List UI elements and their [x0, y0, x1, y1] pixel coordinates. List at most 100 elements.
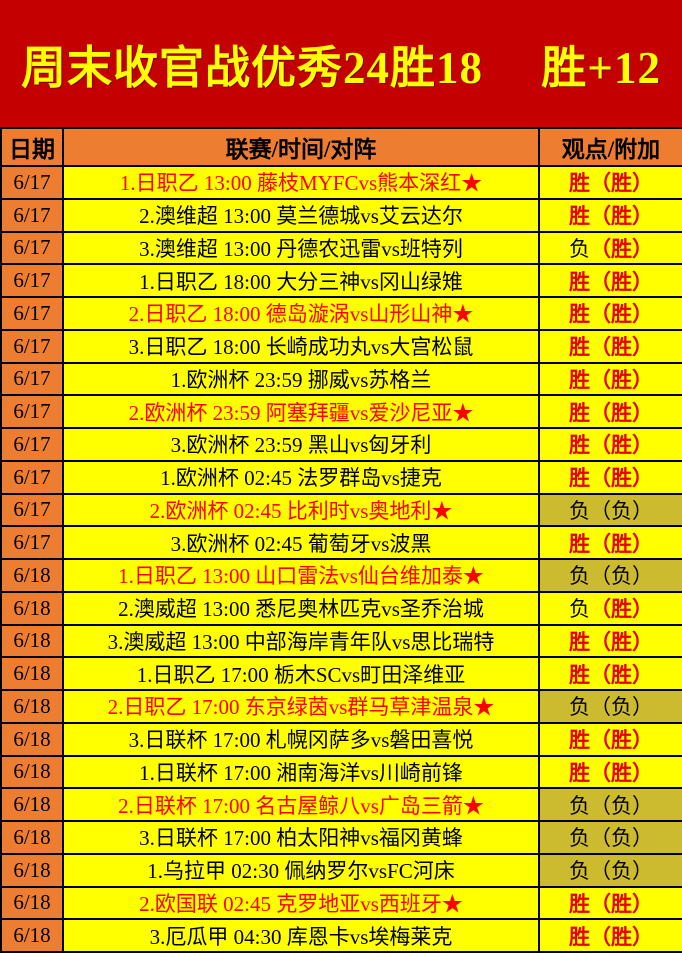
- date-cell: 6/17: [0, 459, 64, 495]
- date-cell: 6/18: [0, 558, 64, 593]
- result-main: 胜: [569, 335, 590, 360]
- result-cell: 胜（胜）: [538, 656, 682, 691]
- match-cell: 2.日职乙 18:00 德岛漩涡vs山形山神★: [62, 296, 540, 331]
- date-cell: 6/18: [0, 721, 64, 757]
- table-header-row: 日期 联赛/时间/对阵 观点/附加: [0, 127, 682, 167]
- match-cell: 1.乌拉甲 02:30 佩纳罗尔vsFC河床: [62, 852, 540, 888]
- result-extra: （胜）: [590, 597, 653, 622]
- result-main: 负: [569, 498, 590, 523]
- result-extra: （负）: [590, 564, 653, 589]
- date-cell: 6/17: [0, 525, 64, 560]
- result-extra: （胜）: [590, 662, 653, 687]
- table-row: 6/18 3.日联杯 17:00 柏太阳神vs福冈黄蜂 负（负）: [0, 820, 682, 855]
- match-cell: 2.欧国联 02:45 克罗地亚vs西班牙★: [62, 885, 540, 921]
- result-main: 负: [569, 564, 590, 589]
- result-cell: 胜（胜）: [538, 525, 682, 560]
- table-row: 6/18 2.欧国联 02:45 克罗地亚vs西班牙★ 胜（胜）: [0, 885, 682, 921]
- result-cell: 胜（胜）: [538, 754, 682, 790]
- date-cell: 6/17: [0, 394, 64, 429]
- date-cell: 6/18: [0, 820, 64, 855]
- result-extra: （胜）: [590, 924, 653, 949]
- result-main: 胜: [569, 466, 590, 491]
- result-main: 负: [569, 597, 590, 622]
- table-row: 6/18 1.日联杯 17:00 湘南海洋vs川崎前锋 胜（胜）: [0, 754, 682, 790]
- date-cell: 6/17: [0, 427, 64, 462]
- result-extra: （负）: [590, 695, 653, 720]
- match-cell: 2.日联杯 17:00 名古屋鲸八vs广岛三箭★: [62, 787, 540, 822]
- date-cell: 6/18: [0, 689, 64, 724]
- match-cell: 1.欧洲杯 02:45 法罗群岛vs捷克: [62, 459, 540, 495]
- date-cell: 6/18: [0, 918, 64, 953]
- result-cell: 负（负）: [538, 689, 682, 724]
- banner: 周末收官战优秀24胜18 胜+12: [0, 0, 682, 127]
- result-cell: 胜（胜）: [538, 328, 682, 364]
- date-cell: 6/18: [0, 590, 64, 626]
- result-main: 胜: [569, 760, 590, 785]
- result-extra: （胜）: [590, 400, 653, 425]
- result-extra: （胜）: [590, 335, 653, 360]
- match-cell: 1.日职乙 18:00 大分三神vs冈山绿雉: [62, 263, 540, 298]
- table-row: 6/18 3.日联杯 17:00 札幌冈萨多vs磐田喜悦 胜（胜）: [0, 721, 682, 757]
- result-cell: 胜（胜）: [538, 197, 682, 233]
- result-cell: 胜（胜）: [538, 623, 682, 659]
- result-extra: （胜）: [590, 629, 653, 654]
- match-cell: 2.澳威超 13:00 悉尼奥林匹克vs圣乔治城: [62, 590, 540, 626]
- table-row: 6/17 2.欧洲杯 02:45 比利时vs奥地利★ 负（负）: [0, 492, 682, 528]
- match-cell: 3.厄瓜甲 04:30 库恩卡vs埃梅莱克: [62, 918, 540, 953]
- table-row: 6/18 1.日职乙 17:00 栃木SCvs町田泽维亚 胜（胜）: [0, 656, 682, 691]
- result-extra: （胜）: [590, 171, 653, 196]
- header-match: 联赛/时间/对阵: [62, 127, 540, 167]
- date-cell: 6/17: [0, 165, 64, 200]
- match-cell: 1.日职乙 13:00 山口雷法vs仙台维加泰★: [62, 558, 540, 593]
- result-main: 负: [569, 793, 590, 818]
- match-cell: 3.欧洲杯 02:45 葡萄牙vs波黑: [62, 525, 540, 560]
- match-cell: 3.日联杯 17:00 札幌冈萨多vs磐田喜悦: [62, 721, 540, 757]
- header-date: 日期: [0, 127, 64, 167]
- date-cell: 6/18: [0, 656, 64, 691]
- result-main: 胜: [569, 433, 590, 458]
- date-cell: 6/17: [0, 263, 64, 298]
- date-cell: 6/17: [0, 361, 64, 397]
- result-main: 胜: [569, 629, 590, 654]
- match-cell: 2.日职乙 17:00 东京绿茵vs群马草津温泉★: [62, 689, 540, 724]
- date-cell: 6/17: [0, 230, 64, 266]
- match-cell: 3.澳维超 13:00 丹德农迅雷vs班特列: [62, 230, 540, 266]
- page-title: 周末收官战优秀24胜18 胜+12: [21, 43, 661, 93]
- date-cell: 6/17: [0, 328, 64, 364]
- match-cell: 3.欧洲杯 23:59 黑山vs匈牙利: [62, 427, 540, 462]
- result-extra: （胜）: [590, 760, 653, 785]
- result-cell: 负（胜）: [538, 590, 682, 626]
- result-main: 胜: [569, 302, 590, 327]
- result-cell: 负（负）: [538, 492, 682, 528]
- result-extra: （胜）: [590, 236, 653, 261]
- result-cell: 负（负）: [538, 820, 682, 855]
- result-main: 胜: [569, 728, 590, 753]
- table-row: 6/18 2.日联杯 17:00 名古屋鲸八vs广岛三箭★ 负（负）: [0, 787, 682, 822]
- table-row: 6/17 3.澳维超 13:00 丹德农迅雷vs班特列 负（胜）: [0, 230, 682, 266]
- date-cell: 6/18: [0, 754, 64, 790]
- match-cell: 1.日职乙 17:00 栃木SCvs町田泽维亚: [62, 656, 540, 691]
- result-cell: 胜（胜）: [538, 721, 682, 757]
- result-cell: 负（负）: [538, 558, 682, 593]
- match-cell: 2.欧洲杯 23:59 阿塞拜疆vs爱沙尼亚★: [62, 394, 540, 429]
- result-extra: （负）: [590, 793, 653, 818]
- date-cell: 6/17: [0, 296, 64, 331]
- result-cell: 胜（胜）: [538, 361, 682, 397]
- table-row: 6/17 1.日职乙 13:00 藤枝MYFCvs熊本深红★ 胜（胜）: [0, 165, 682, 200]
- result-extra: （胜）: [590, 433, 653, 458]
- table-row: 6/17 1.欧洲杯 23:59 挪威vs苏格兰 胜（胜）: [0, 361, 682, 397]
- result-main: 胜: [569, 367, 590, 392]
- results-table: 日期 联赛/时间/对阵 观点/附加 6/17 1.日职乙 13:00 藤枝MYF…: [0, 127, 682, 953]
- match-cell: 1.欧洲杯 23:59 挪威vs苏格兰: [62, 361, 540, 397]
- result-cell: 胜（胜）: [538, 165, 682, 200]
- result-cell: 负（胜）: [538, 230, 682, 266]
- result-extra: （胜）: [590, 728, 653, 753]
- result-extra: （胜）: [590, 891, 653, 916]
- table-row: 6/18 2.澳威超 13:00 悉尼奥林匹克vs圣乔治城 负（胜）: [0, 590, 682, 626]
- result-main: 负: [569, 695, 590, 720]
- table-row: 6/17 3.欧洲杯 23:59 黑山vs匈牙利 胜（胜）: [0, 427, 682, 462]
- table-row: 6/17 3.日职乙 18:00 长崎成功丸vs大宫松鼠 胜（胜）: [0, 328, 682, 364]
- table-row: 6/18 2.日职乙 17:00 东京绿茵vs群马草津温泉★ 负（负）: [0, 689, 682, 724]
- result-main: 胜: [569, 269, 590, 294]
